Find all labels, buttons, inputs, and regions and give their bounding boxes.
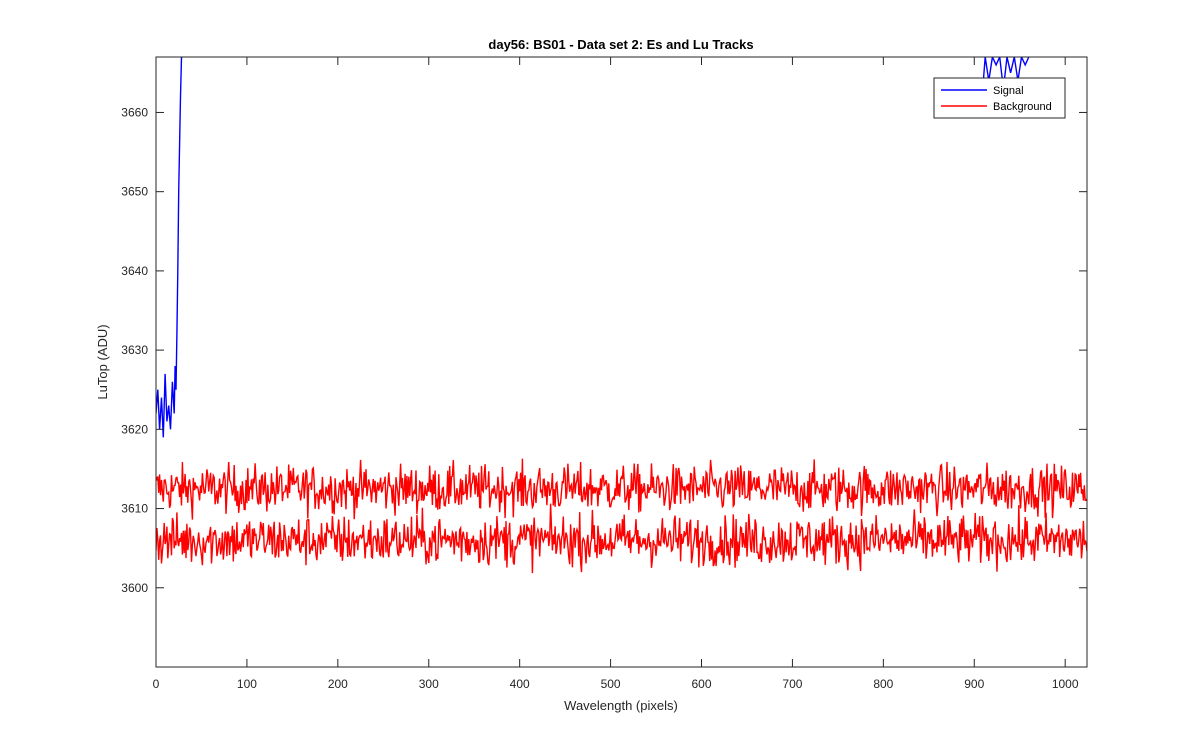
series-line-signal-1: [980, 57, 1030, 105]
plot-area: [156, 57, 1087, 667]
series-line-background-3: [156, 503, 1087, 574]
x-axis-label: Wavelength (pixels): [564, 698, 678, 713]
x-tick-label: 400: [510, 677, 530, 691]
y-tick-label: 3640: [121, 264, 148, 278]
series-line-background-2: [156, 458, 1087, 520]
y-axis-label: LuTop (ADU): [95, 324, 110, 399]
legend-signal-label: Signal: [993, 85, 1024, 97]
series-line-signal-0: [156, 57, 183, 438]
y-tick-label: 3620: [121, 422, 148, 436]
legend-box: [933, 77, 1066, 119]
x-tick-label: 0: [153, 677, 160, 691]
x-tick-label: 900: [964, 677, 984, 691]
y-tick-label: 3630: [121, 343, 148, 357]
y-tick-label: 3610: [121, 502, 148, 516]
x-tick-label: 200: [328, 677, 348, 691]
x-tick-label: 1000: [1052, 677, 1079, 691]
plot-frame: [155, 56, 1088, 668]
x-tick-label: 700: [782, 677, 802, 691]
axes: 0 100 200 300 400 500 600 700 800 900 1000 3600 3610…: [121, 57, 1087, 691]
x-tick-label: 800: [873, 677, 893, 691]
x-tick-label: 500: [601, 677, 621, 691]
x-tick-label: 600: [691, 677, 711, 691]
y-tick-label: 3600: [121, 581, 148, 595]
x-tick-label: 300: [419, 677, 439, 691]
x-tick-label: 100: [237, 677, 257, 691]
y-tick-label: 3650: [121, 185, 148, 199]
legend: Signal Background: [933, 77, 1066, 119]
chart-title: day56: BS01 - Data set 2: Es and Lu Trac…: [488, 37, 753, 52]
data-layer: [156, 57, 1087, 574]
y-tick-label: 3660: [121, 105, 148, 119]
legend-background-label: Background: [993, 101, 1052, 113]
